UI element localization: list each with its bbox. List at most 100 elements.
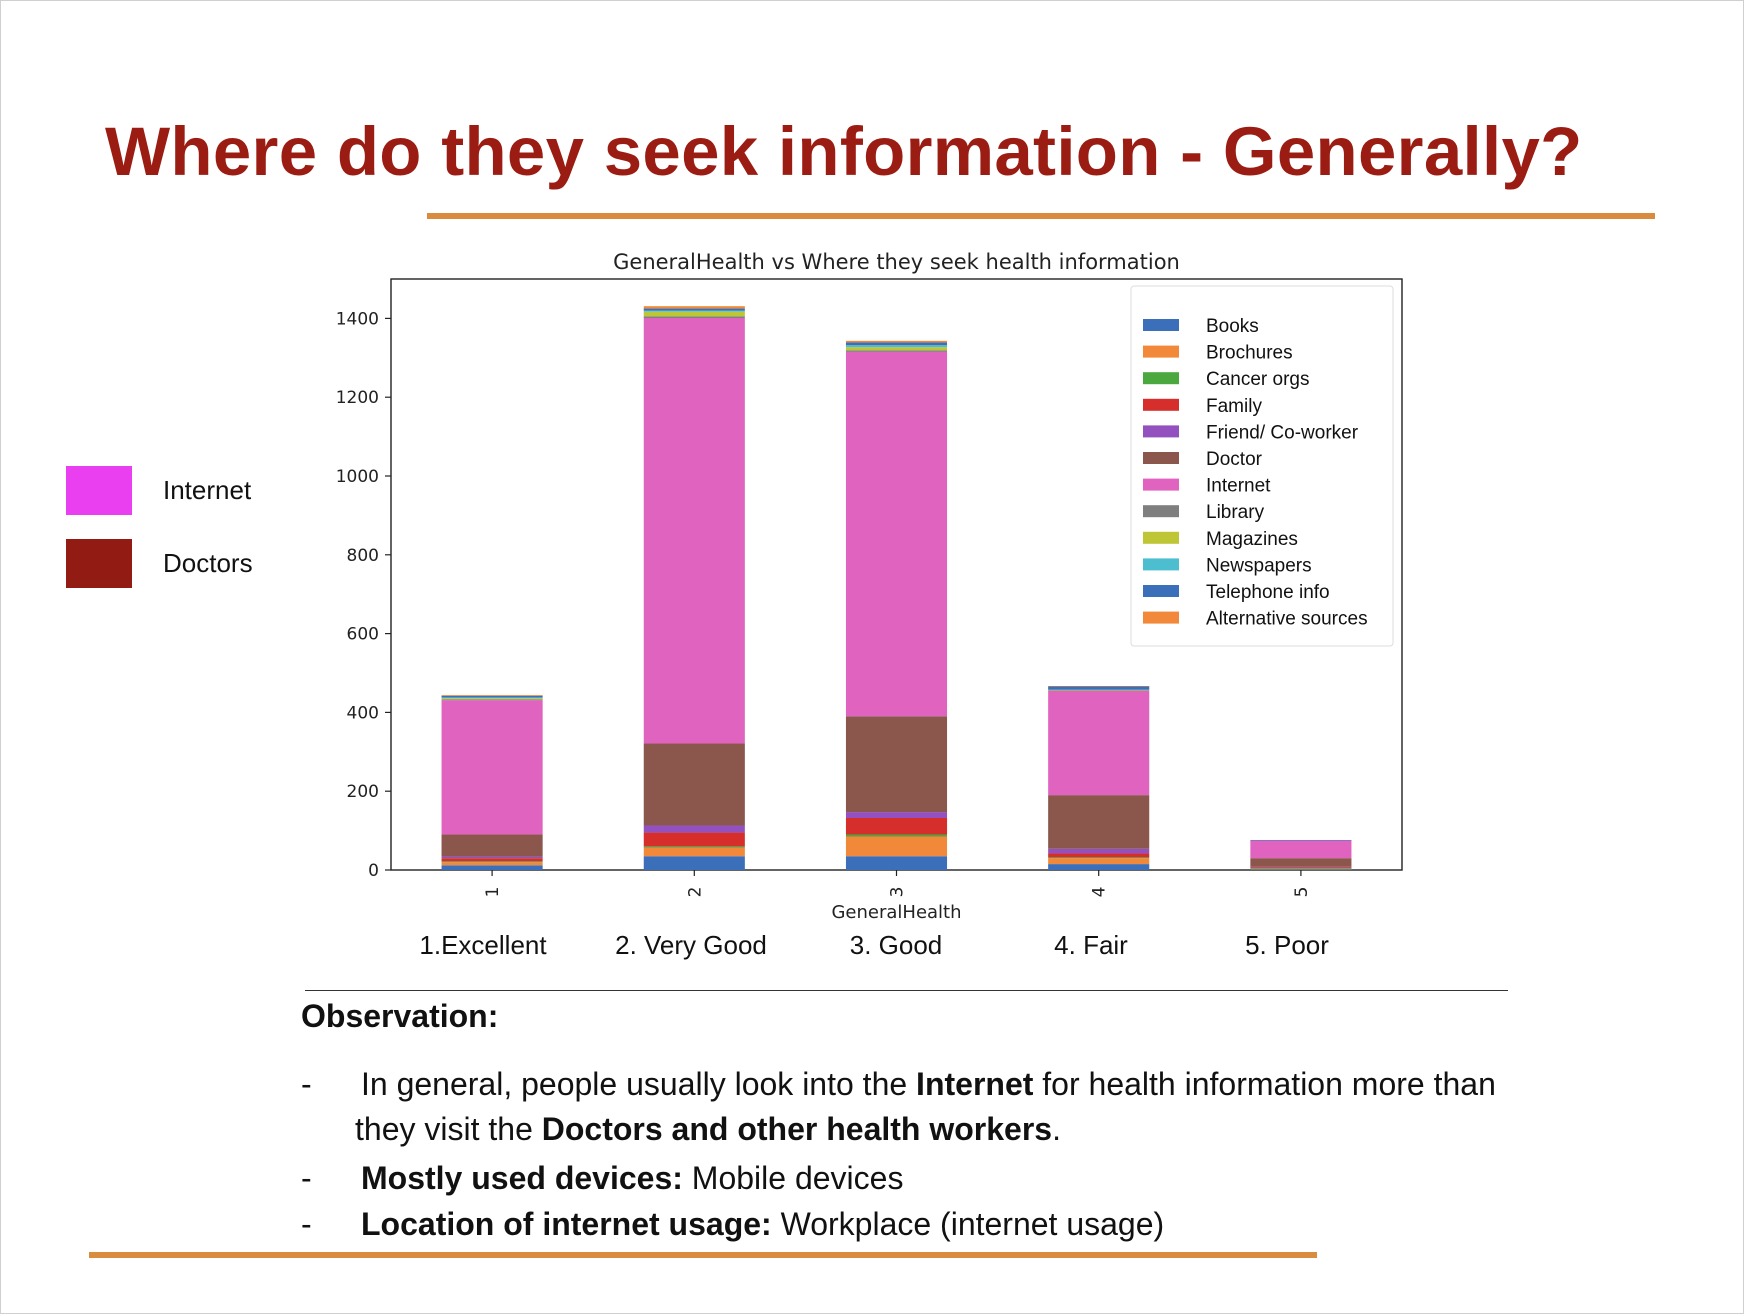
bar-3-magazines [845, 347, 948, 351]
bar-2-alternative-sources [643, 306, 745, 309]
bar-2-friend-co-worker [643, 825, 745, 833]
bar-1-alternative-sources [441, 695, 543, 696]
bullet-2-bold: Mostly used devices: [361, 1160, 683, 1196]
legend-swatch-internet [1143, 478, 1179, 491]
y-tick-label-1200: 1200 [336, 388, 379, 408]
bar-5-cancer-orgs [1250, 868, 1352, 869]
legend-label-family: Family [1206, 396, 1262, 417]
legend-label-telephone-info: Telephone info [1206, 582, 1330, 603]
bar-5-family [1250, 867, 1352, 869]
bar-2-books [643, 856, 745, 870]
bullet-1-bold-internet: Internet [916, 1066, 1034, 1102]
side-legend-swatch-doctors [66, 539, 132, 588]
legend-label-magazines: Magazines [1206, 529, 1298, 550]
side-legend-swatch-internet [66, 466, 132, 515]
bar-1-magazines [441, 698, 543, 700]
legend-label-internet: Internet [1206, 476, 1271, 497]
observation-heading: Observation: [301, 998, 499, 1034]
legend-swatch-friend-co-worker [1143, 425, 1179, 438]
y-tick-label-400: 400 [347, 703, 379, 723]
side-legend-item-internet: Internet [66, 466, 251, 515]
legend-swatch-telephone-info [1143, 585, 1179, 597]
y-tick-label-1000: 1000 [336, 467, 379, 487]
bar-4-alternative-sources [1048, 686, 1150, 687]
bar-4-telephone-info [1048, 686, 1150, 690]
bar-2-family [643, 832, 745, 847]
bar-4-brochures [1048, 858, 1150, 865]
bar-4-newspapers [1048, 689, 1150, 691]
bar-2-magazines [643, 311, 745, 317]
bar-1-library [441, 699, 543, 701]
y-tick-label-800: 800 [347, 546, 379, 566]
y-tick-label-1400: 1400 [336, 309, 379, 329]
bar-3-library [845, 350, 948, 352]
bullet-1-line-2: they visit the Doctors and other health … [355, 1111, 1061, 1148]
bar-1-telephone-info [441, 695, 543, 698]
category-label-2: 2. Very Good [615, 930, 767, 960]
bullet-3: Location of internet usage: Workplace (i… [361, 1206, 1164, 1243]
stacked-bar-chart: GeneralHealth vs Where they seek health … [336, 250, 1403, 923]
side-legend-label-internet: Internet [163, 475, 252, 505]
bullet-2: Mostly used devices: Mobile devices [361, 1160, 903, 1197]
bar-3-alternative-sources [845, 340, 948, 343]
x-tick-label-5: 5 [1292, 887, 1312, 898]
bar-2-cancer-orgs [643, 846, 745, 848]
legend-swatch-books [1143, 319, 1179, 331]
bar-5-internet [1250, 840, 1352, 859]
x-tick-label-1: 1 [483, 887, 503, 898]
legend-swatch-cancer-orgs [1143, 372, 1179, 385]
bar-5-doctor [1250, 858, 1352, 867]
bar-5-telephone-info [1250, 840, 1352, 841]
bar-1-friend-co-worker [441, 856, 543, 859]
side-legend-label-doctors: Doctors [163, 548, 253, 578]
bar-3-books [845, 856, 948, 870]
legend-label-books: Books [1206, 316, 1259, 337]
bar-4-cancer-orgs [1048, 857, 1150, 859]
bar-2-telephone-info [643, 308, 745, 311]
bullet-marker-2: - [301, 1160, 312, 1196]
bar-3-brochures [845, 836, 948, 857]
separator-line [305, 990, 1508, 991]
legend-swatch-brochures [1143, 345, 1179, 358]
legend-swatch-family [1143, 398, 1179, 411]
bar-4-magazines [1048, 689, 1150, 691]
bottom-rule [89, 1252, 1317, 1258]
bar-1-cancer-orgs [441, 861, 543, 863]
bar-3-telephone-info [845, 342, 948, 346]
x-tick-label-3: 3 [888, 887, 908, 898]
bar-2-doctor [643, 743, 745, 826]
bullet-1-line-1: In general, people usually look into the… [361, 1066, 1496, 1103]
bar-3-friend-co-worker [845, 812, 948, 818]
bar-4-books [1048, 864, 1150, 870]
bar-2-library [643, 316, 745, 319]
bullet-3-text: Workplace (internet usage) [771, 1206, 1165, 1242]
bullet-marker-1: - [301, 1066, 312, 1102]
legend-swatch-magazines [1143, 531, 1179, 544]
legend-label-brochures: Brochures [1206, 343, 1293, 364]
bar-3-doctor [845, 716, 948, 813]
bullet-1-bold-doctors: Doctors and other health workers [541, 1111, 1053, 1147]
bullet-1-text-a: In general, people usually look into the [361, 1066, 917, 1102]
legend-label-alternative-sources: Alternative sources [1206, 609, 1368, 630]
bar-1-newspapers [441, 697, 543, 699]
bar-1-family [441, 858, 543, 862]
bar-4-doctor [1048, 795, 1150, 849]
bar-3-cancer-orgs [845, 834, 948, 837]
y-tick-label-600: 600 [347, 625, 379, 645]
x-tick-label-4: 4 [1090, 887, 1110, 898]
legend-swatch-doctor [1143, 452, 1179, 464]
legend-label-doctor: Doctor [1206, 449, 1263, 470]
bar-1-doctor [441, 834, 543, 857]
bar-1-internet [441, 700, 543, 835]
bullet-1-text-f: . [1052, 1111, 1061, 1147]
category-label-4: 4. Fair [1054, 930, 1128, 960]
y-tick-label-200: 200 [347, 782, 379, 802]
bar-5-brochures [1250, 868, 1352, 870]
bullet-3-bold: Location of internet usage: [361, 1206, 772, 1242]
bar-2-newspapers [643, 310, 745, 312]
x-tick-label-2: 2 [685, 887, 705, 898]
bar-3-newspapers [845, 345, 948, 348]
category-label-3: 3. Good [849, 930, 943, 960]
category-label-1: 1.Excellent [419, 930, 547, 960]
bar-1-books [441, 865, 543, 870]
